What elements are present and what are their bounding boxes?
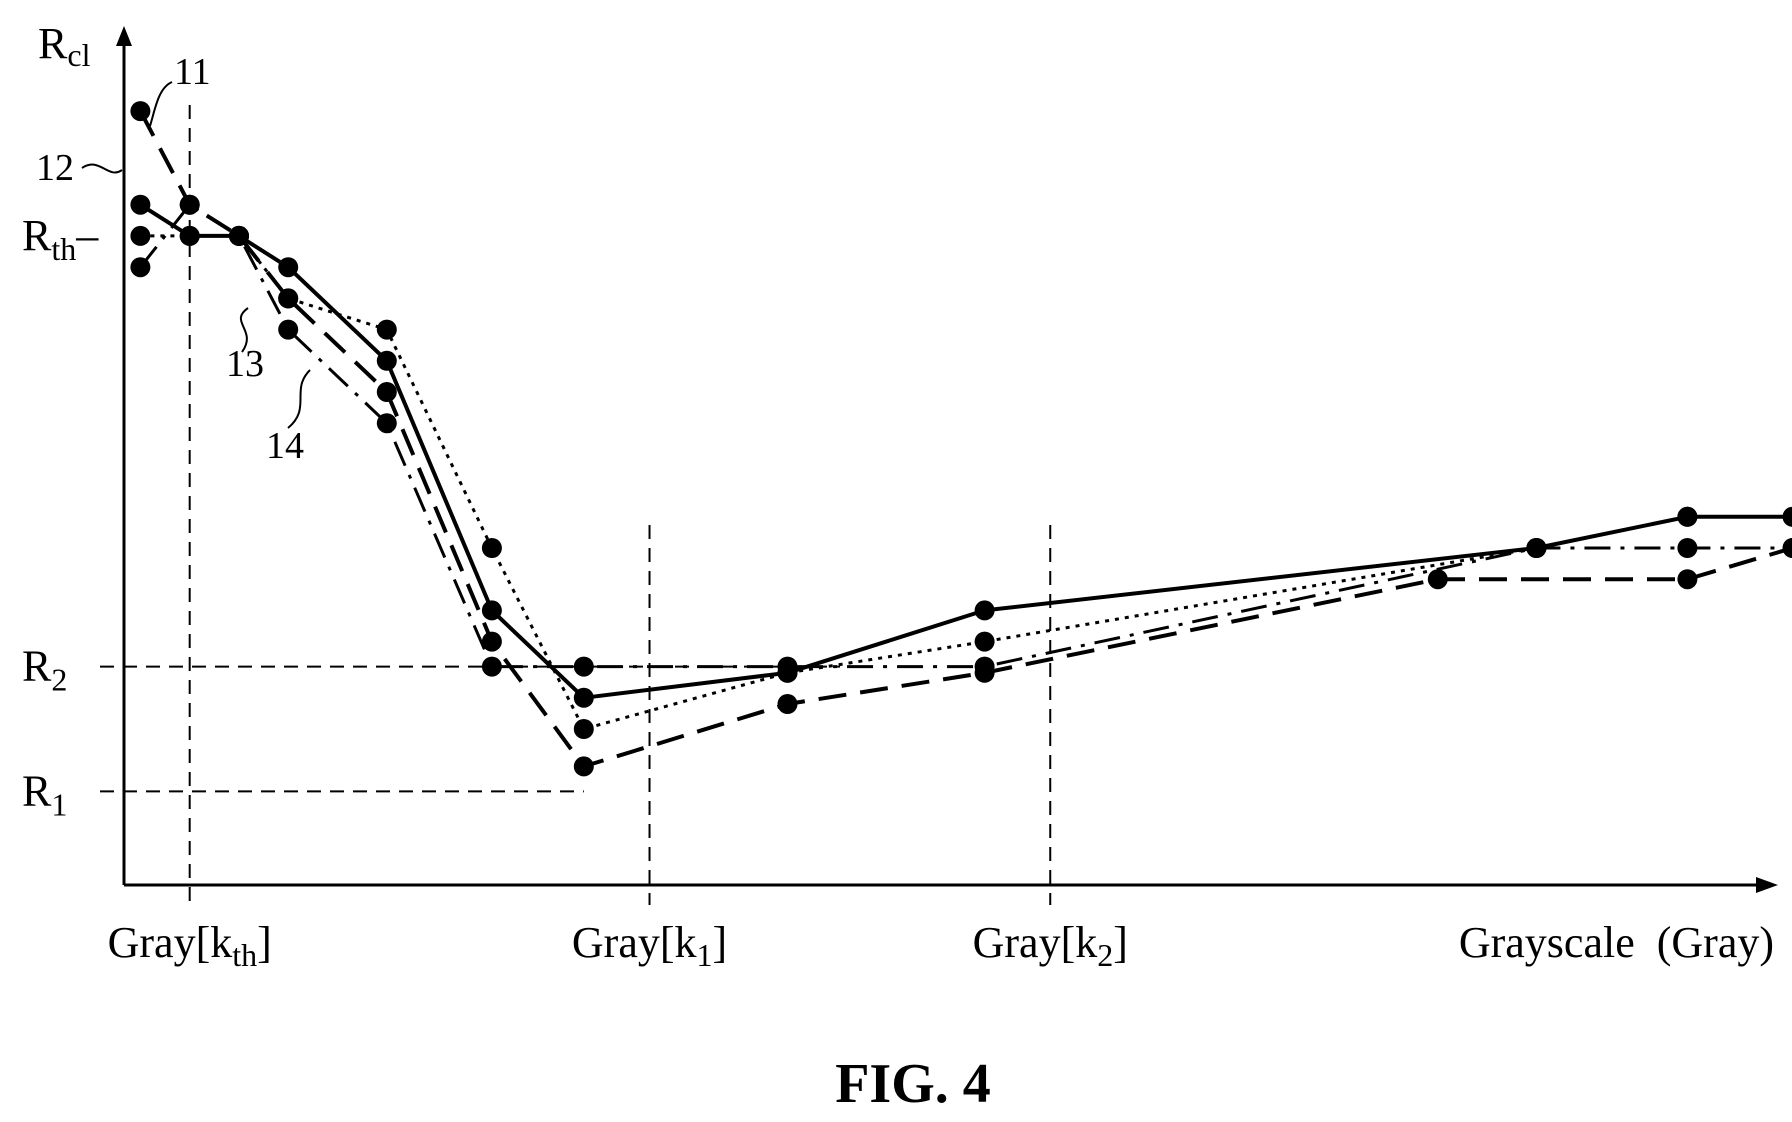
leader-13: [239, 307, 249, 353]
series-line-14: [139, 203, 1792, 669]
y-marker-label-rth: Rth–: [22, 211, 99, 267]
data-point-14-8: [974, 656, 995, 677]
series-line-11: [139, 203, 1792, 700]
data-point-13-3: [278, 288, 299, 309]
data-point-11-4: [376, 350, 397, 371]
series-13: [130, 225, 1792, 739]
data-point-12-7: [777, 694, 798, 714]
data-point-14-5: [481, 656, 502, 677]
data-point-12-9: [1427, 569, 1448, 590]
data-point-11-6: [573, 687, 594, 708]
series-layer: [130, 101, 1792, 777]
data-point-14-11: [1782, 538, 1792, 558]
series-12: [130, 101, 1792, 777]
data-point-13-0: [130, 225, 151, 246]
y-axis-label: Rcl: [38, 19, 91, 73]
data-point-12-4: [376, 382, 397, 402]
data-point-13-11: [1782, 506, 1792, 527]
data-point-11-8: [974, 600, 995, 621]
figure-caption: FIG. 4: [835, 1053, 991, 1115]
x-marker-label-kth: Gray[kth]: [108, 918, 272, 973]
y-marker-label-r2: R2: [22, 642, 67, 698]
data-point-14-1: [179, 194, 200, 215]
data-point-11-5: [481, 600, 502, 621]
data-point-14-9: [1526, 538, 1547, 558]
x-axis-label: Grayscale (Gray): [1459, 918, 1774, 967]
series-line-12: [138, 110, 1792, 769]
data-point-13-8: [974, 631, 995, 652]
x-axis-arrowhead: [1756, 877, 1778, 893]
data-point-11-0: [130, 194, 151, 215]
data-point-13-5: [481, 538, 502, 558]
data-point-14-6: [573, 656, 594, 677]
data-point-12-6: [573, 756, 594, 777]
data-point-14-7: [777, 656, 798, 677]
leader-14: [287, 369, 311, 429]
y-marker-label-r1: R1: [22, 766, 67, 822]
series-ref-12: 12: [36, 147, 74, 189]
data-point-13-1: [179, 225, 200, 246]
series-ref-13: 13: [226, 343, 264, 385]
data-point-14-0: [130, 257, 151, 278]
x-marker-label-k2: Gray[k2]: [973, 918, 1128, 973]
data-point-13-4: [376, 319, 397, 340]
data-point-14-10: [1677, 538, 1698, 558]
reference-guides: [100, 105, 1052, 905]
data-point-14-2: [229, 225, 249, 246]
reference-numbers: 11 12 13 14: [36, 51, 311, 467]
series-11: [130, 194, 1792, 708]
y-axis-arrowhead: [116, 26, 132, 46]
data-point-12-5: [481, 631, 502, 652]
marker-labels: Gray[kth] Gray[k1] Gray[k2] Rth– R2 R1: [22, 211, 1128, 973]
data-point-12-0: [130, 101, 151, 122]
data-point-14-4: [376, 413, 397, 434]
series-14: [130, 194, 1792, 677]
data-point-14-3: [278, 319, 299, 340]
data-point-13-6: [573, 719, 594, 739]
series-ref-14: 14: [266, 425, 304, 467]
series-ref-11: 11: [174, 51, 211, 93]
series-line-13: [140, 234, 1792, 731]
data-point-13-10: [1677, 506, 1698, 527]
x-marker-label-k1: Gray[k1]: [572, 918, 727, 973]
leader-12: [81, 163, 123, 174]
leader-11: [149, 81, 173, 127]
data-point-12-10: [1677, 569, 1698, 590]
data-point-11-3: [278, 257, 299, 278]
